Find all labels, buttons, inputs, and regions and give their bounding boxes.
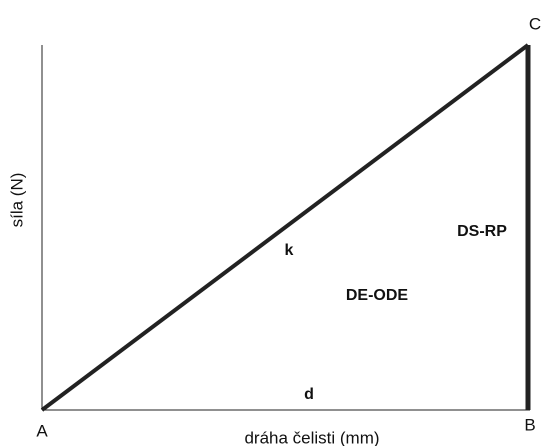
- x-axis-label: dráha čelisti (mm): [244, 428, 379, 446]
- point-label: A: [36, 421, 48, 440]
- label: DE-ODE: [346, 287, 409, 304]
- y-axis-label: síla (N): [7, 173, 26, 228]
- slope-line: [40, 43, 530, 412]
- label: k: [285, 242, 294, 259]
- label: d: [304, 386, 314, 403]
- label: DS-RP: [457, 223, 507, 240]
- point-label: B: [524, 415, 535, 434]
- point-label: C: [529, 14, 541, 33]
